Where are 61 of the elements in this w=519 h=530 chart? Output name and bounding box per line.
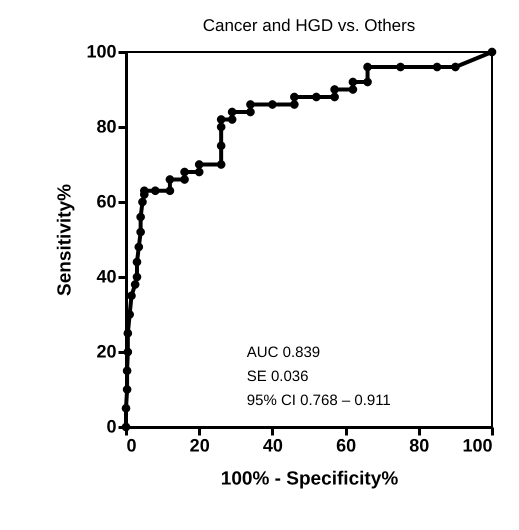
point [132, 272, 142, 282]
point [330, 92, 339, 102]
point [134, 242, 144, 252]
point [228, 115, 236, 124]
point [488, 48, 496, 56]
x-tick-label: 60 [336, 436, 356, 456]
point [246, 100, 255, 109]
point [136, 228, 145, 236]
point [194, 168, 204, 176]
y-axis-title: Sensitivity% [54, 184, 76, 296]
point [122, 422, 130, 432]
point [127, 291, 136, 300]
point [166, 186, 174, 196]
point [150, 186, 160, 196]
point [396, 62, 405, 72]
point [136, 212, 145, 222]
point [432, 62, 442, 72]
y-tick-label: 40 [96, 266, 116, 286]
y-tick-label: 80 [96, 116, 116, 136]
point [246, 108, 255, 116]
annotation: AUC 0.839 [246, 344, 320, 361]
y-tick-label: 0 [106, 416, 116, 436]
point [312, 92, 321, 102]
point [363, 78, 372, 86]
point [216, 160, 226, 169]
y-tick-label: 100 [86, 42, 116, 62]
point [194, 160, 204, 169]
point [228, 108, 236, 116]
annotation: SE 0.036 [246, 368, 308, 385]
point [290, 92, 299, 102]
point [348, 85, 358, 94]
point [180, 175, 189, 184]
x-tick-label: 100 [462, 436, 492, 456]
point [138, 198, 147, 206]
x-tick-label: 20 [190, 436, 210, 456]
point [130, 280, 140, 289]
x-tick-label: 40 [262, 436, 283, 456]
point [290, 100, 299, 109]
point [216, 141, 226, 150]
point [124, 328, 132, 338]
point [348, 78, 358, 86]
point [216, 122, 226, 132]
point [166, 175, 174, 184]
point [268, 100, 277, 109]
point [180, 168, 189, 176]
point [132, 258, 142, 266]
y-tick-label: 60 [96, 192, 116, 212]
x-tick-label: 80 [409, 436, 430, 456]
point [363, 62, 372, 72]
x-axis-title: 100% - Specificity% [220, 468, 398, 490]
point [330, 85, 339, 94]
point [122, 385, 132, 394]
point [122, 404, 130, 413]
point [122, 366, 132, 376]
point [216, 115, 226, 124]
annotation: 95% CI 0.768 – 0.911 [246, 392, 391, 409]
y-tick-label: 20 [96, 342, 116, 362]
chart-title: Cancer and HGD vs. Others [202, 16, 416, 35]
x-tick-label: 0 [126, 436, 137, 456]
point [124, 348, 132, 356]
point [451, 62, 460, 72]
